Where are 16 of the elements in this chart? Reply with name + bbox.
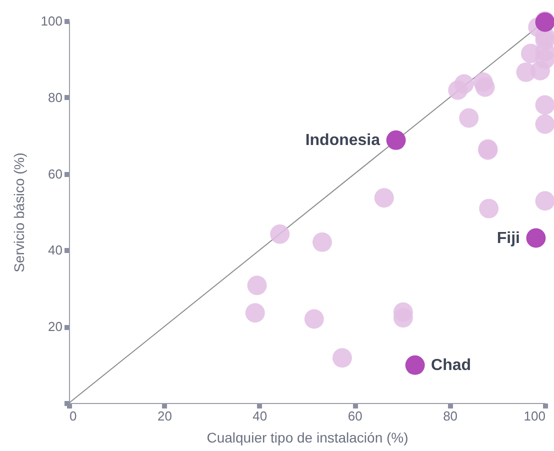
y-tick-label: 20 bbox=[48, 319, 62, 334]
x-tick-label: 20 bbox=[157, 408, 172, 424]
x-tick-label: 0 bbox=[70, 408, 77, 424]
x-tick-label: 40 bbox=[252, 408, 268, 424]
x-axis-title: Cualquier tipo de instalación (%) bbox=[206, 430, 408, 446]
x-tick-label: 100 bbox=[524, 408, 546, 424]
y-axis-title: Servicio básico (%) bbox=[10, 152, 27, 272]
annotation: Indonesia bbox=[305, 132, 380, 150]
annotation: Fiji bbox=[496, 230, 520, 247]
y-tick-label: 60 bbox=[48, 166, 62, 182]
y-tick-label: 80 bbox=[48, 90, 62, 105]
annotation: Chad bbox=[431, 357, 472, 374]
y-tick-label: 40 bbox=[48, 242, 62, 258]
x-tick-label: 80 bbox=[443, 408, 458, 424]
x-tick-label: 60 bbox=[348, 408, 362, 424]
y-tick-label: 100 bbox=[40, 14, 62, 28]
